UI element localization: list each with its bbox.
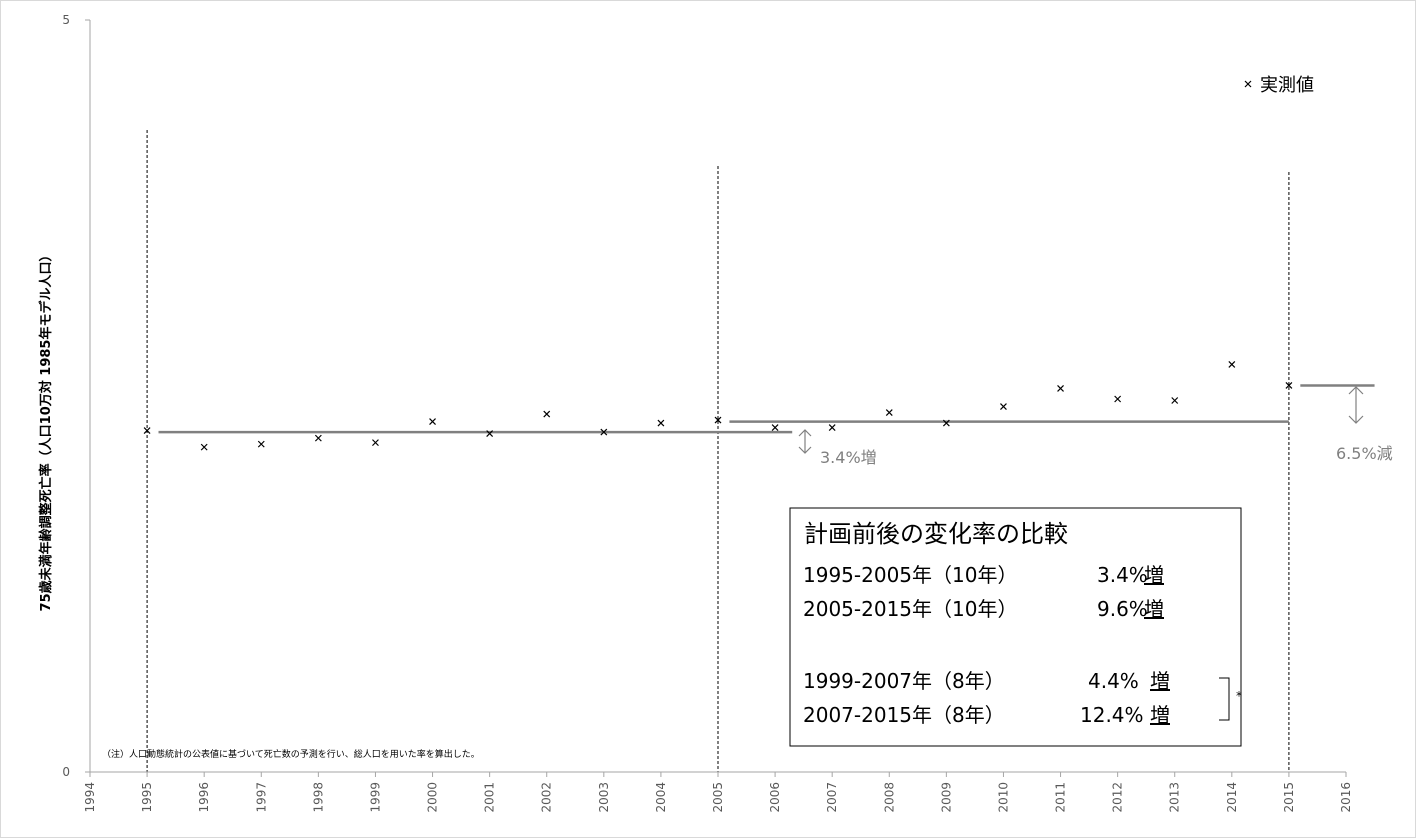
x-tick-label: 2015 [1282,782,1296,813]
x-tick-label: 1994 [83,782,97,813]
diff-marker-2: 6.5%減 [1336,387,1393,463]
data-point [1058,385,1064,391]
summary-row: 1995-2005年（10年） 3.4% 増 [803,563,1164,587]
data-point [1115,396,1121,402]
summary-value: 9.6% [1097,597,1148,621]
data-point [1000,404,1006,410]
diff-marker-1: 3.4%増 [799,430,877,467]
data-point [372,440,378,446]
x-tick-label: 2004 [654,782,668,813]
data-point [772,425,778,431]
summary-period: 2005-2015年（10年） [803,597,1017,621]
summary-box: 計画前後の変化率の比較 1995-2005年（10年） 3.4% 増 2005-… [790,508,1242,746]
data-point [886,410,892,416]
x-tick-label: 2012 [1111,782,1125,813]
x-tick-label: 2013 [1168,782,1182,813]
x-tick-label: 1999 [368,782,382,813]
x-tick-label: 2011 [1054,782,1068,813]
legend-marker-icon [1245,81,1251,87]
data-point [1172,398,1178,404]
data-point [544,411,550,417]
x-tick-label: 1998 [311,782,325,813]
data-point [315,435,321,441]
x-tick-label: 2000 [426,782,440,813]
data-point [829,425,835,431]
x-tick-label: 2008 [882,782,896,813]
x-tick-label: 1995 [140,782,154,813]
data-point [201,444,207,450]
summary-title: 計画前後の変化率の比較 [804,520,1068,548]
summary-direction: 増 [1150,669,1170,693]
legend-label: 実測値 [1260,75,1314,96]
data-point [258,441,264,447]
y-tick-label: 0 [62,765,70,779]
diff-label-2: 6.5%減 [1336,444,1393,463]
x-tick-label: 1996 [197,782,211,813]
summary-value: 12.4% [1080,703,1144,727]
summary-period: 2007-2015年（8年） [803,703,1005,727]
summary-row: 2005-2015年（10年） 9.6% 増 [803,597,1164,621]
summary-row: 2007-2015年（8年） 12.4% 増 [803,703,1170,727]
x-tick-label: 2016 [1339,782,1353,813]
summary-value: 4.4% [1088,669,1139,693]
x-tick-label: 2002 [540,782,554,813]
diff-label-1: 3.4%増 [820,448,877,467]
x-tick-label: 2009 [939,782,953,813]
data-point [658,420,664,426]
summary-value: 3.4% [1097,563,1148,587]
legend: 実測値 [1245,75,1314,96]
x-tick-label: 2006 [768,782,782,813]
data-point [1229,361,1235,367]
x-tick-label: 1997 [254,782,268,813]
y-axis-label: 75歳未満年齢調整死亡率（人口10万対 1985年モデル人口） [38,249,54,612]
x-tick-label: 2005 [711,782,725,813]
summary-direction: 増 [1144,563,1164,587]
x-tick-label: 2001 [483,782,497,813]
y-tick-label: 5 [62,13,70,27]
summary-row: 1999-2007年（8年） 4.4% 増 [803,669,1170,693]
x-tick-label: 2003 [597,782,611,813]
reference-lines [159,385,1375,432]
summary-direction: 増 [1144,597,1164,621]
summary-direction: 増 [1150,703,1170,727]
summary-period: 1995-2005年（10年） [803,563,1017,587]
x-tick-label: 2007 [825,782,839,813]
bracket-mark: * [1236,689,1242,703]
summary-period: 1999-2007年（8年） [803,669,1005,693]
x-tick-label: 2014 [1225,782,1239,813]
x-tick-label: 2010 [996,782,1010,813]
data-point [430,419,436,425]
footnote: （注）人口動態統計の公表値に基づいて死亡数の予測を行い、総人口を用いた率を算出し… [102,748,480,760]
